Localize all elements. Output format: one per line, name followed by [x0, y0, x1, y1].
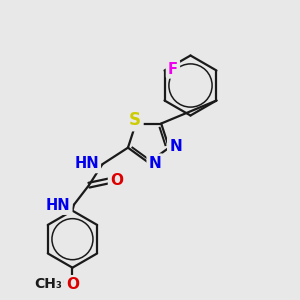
Text: HN: HN [74, 156, 99, 171]
Text: S: S [129, 111, 141, 129]
Text: O: O [66, 277, 79, 292]
Text: O: O [110, 173, 123, 188]
Text: HN: HN [46, 198, 70, 213]
Text: N: N [169, 139, 182, 154]
Text: N: N [149, 156, 161, 171]
Text: CH₃: CH₃ [34, 277, 62, 291]
Text: F: F [168, 61, 178, 76]
